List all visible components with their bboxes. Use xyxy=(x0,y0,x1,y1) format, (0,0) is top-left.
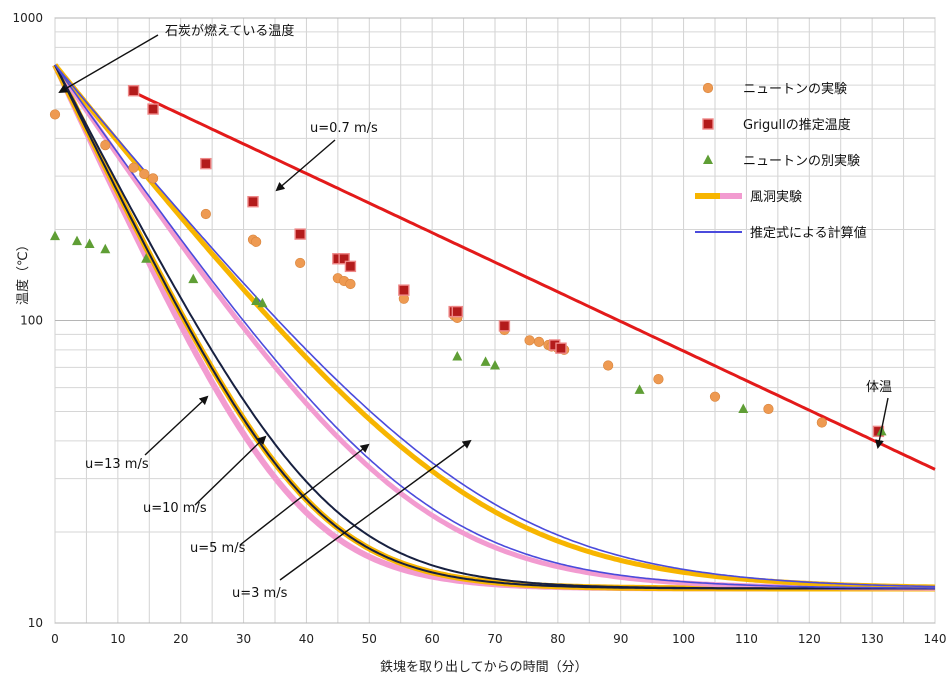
x-tick-label: 30 xyxy=(236,632,251,646)
data-point-triangle xyxy=(452,351,463,361)
annotation-u-3: u=3 m/s xyxy=(232,586,288,601)
annotation-arrow xyxy=(58,34,159,94)
x-tick-label: 50 xyxy=(362,632,377,646)
y-axis-title: 温度（℃） xyxy=(15,238,31,305)
data-point-square xyxy=(147,103,159,115)
curve-fit-u0-7 xyxy=(129,89,936,471)
legend: ニュートンの実験 Grigullの推定温度ニュートンの別実験風洞実験推定式による計… xyxy=(695,81,867,241)
y-tick-label: 10 xyxy=(28,616,43,630)
legend-label: ニュートンの実験 xyxy=(743,81,847,97)
data-point-triangle xyxy=(188,273,199,284)
x-tick-label: 40 xyxy=(299,632,314,646)
x-tick-label: 120 xyxy=(798,632,821,646)
annotation-arrow xyxy=(239,443,370,546)
data-point-circle xyxy=(128,162,139,173)
curve-tunnel-u3 xyxy=(53,63,936,590)
x-tick-label: 0 xyxy=(51,632,59,646)
data-point-square xyxy=(555,342,567,354)
annotation-arrow xyxy=(194,435,267,506)
data-point-square xyxy=(451,305,463,318)
data-point-square xyxy=(338,253,350,265)
data-point-circle xyxy=(653,374,664,385)
legend-swatch-square xyxy=(702,118,714,130)
x-tick-label: 70 xyxy=(487,632,502,646)
annotation-arrow xyxy=(874,397,889,449)
data-point-triangle xyxy=(738,403,749,413)
legend-label: 推定式による計算値 xyxy=(750,225,867,241)
curves xyxy=(52,63,936,592)
data-point-square xyxy=(398,284,410,296)
data-point-circle xyxy=(295,257,306,269)
annotations: 石炭が燃えている温度 u=0.7 m/s 体温 u=13 m/s u=10 m/… xyxy=(58,23,892,601)
annotation-u-10: u=10 m/s xyxy=(143,501,207,516)
data-point-circle xyxy=(147,173,159,184)
data-point-circle xyxy=(524,335,535,346)
x-tick-label: 110 xyxy=(735,632,758,646)
data-point-triangle xyxy=(251,295,262,306)
data-point-circle xyxy=(763,403,774,415)
x-tick-label: 10 xyxy=(110,632,125,646)
x-tick-label: 90 xyxy=(613,632,628,646)
x-tick-label: 80 xyxy=(550,632,565,646)
data-point-triangle xyxy=(100,243,111,254)
annotation-arrow xyxy=(144,395,209,456)
data-point-square xyxy=(200,157,212,170)
legend-swatch-circle xyxy=(702,82,714,94)
annotation-body-temp: 体温 xyxy=(866,380,892,395)
data-point-circle xyxy=(200,208,211,220)
curve-calc-u5 xyxy=(54,64,935,589)
grid xyxy=(54,17,936,624)
data-point-circle xyxy=(100,140,111,151)
data-point-circle xyxy=(709,391,721,402)
data-point-triangle xyxy=(257,297,268,308)
data-point-circle xyxy=(251,236,262,247)
data-point-triangle xyxy=(634,384,645,394)
data-point-triangle xyxy=(141,253,152,263)
annotation-u-0-7: u=0.7 m/s xyxy=(310,121,378,136)
y-tick-label: 1000 xyxy=(12,11,43,25)
curve-calc-u3 xyxy=(54,64,935,588)
legend-label: 風洞実験 xyxy=(750,189,802,205)
data-point-circle xyxy=(603,360,614,371)
data-point-triangle xyxy=(50,230,60,241)
x-tick-label: 140 xyxy=(924,632,947,646)
annotation-u-13: u=13 m/s xyxy=(85,457,149,472)
data-point-circle xyxy=(533,336,545,347)
legend-label: ニュートンの別実験 xyxy=(743,153,860,169)
data-point-square xyxy=(498,320,511,332)
legend-label: Grigullの推定温度 xyxy=(743,117,851,133)
data-point-triangle xyxy=(480,356,491,366)
annotation-coal-temp: 石炭が燃えている温度 xyxy=(165,23,294,39)
axes: 0 10 20 30 40 50 60 70 80 90 100 110 120 130 140 10 100 1… xyxy=(12,11,946,646)
x-tick-label: 20 xyxy=(173,632,188,646)
curve-calc-u10 xyxy=(54,64,935,590)
data-point-square xyxy=(344,260,357,273)
y-tick-label: 100 xyxy=(20,314,43,328)
x-axis-title: 鉄塊を取り出してからの時間（分） xyxy=(380,659,588,675)
data-point-square xyxy=(294,228,306,240)
data-point-circle xyxy=(345,278,356,290)
annotation-u-5: u=5 m/s xyxy=(190,541,246,556)
annotation-arrow xyxy=(275,139,336,192)
data-point-triangle xyxy=(84,238,95,249)
data-point-circle xyxy=(139,168,150,180)
x-tick-label: 100 xyxy=(672,632,695,646)
data-point-triangle xyxy=(72,235,82,246)
annotation-arrow xyxy=(279,439,472,581)
x-tick-label: 60 xyxy=(425,632,440,646)
data-point-triangle xyxy=(490,359,500,370)
legend-swatch-triangle xyxy=(703,154,713,164)
data-point-square xyxy=(127,85,140,97)
data-point-circle xyxy=(816,417,827,428)
data-point-circle xyxy=(49,109,61,120)
data-point-square xyxy=(247,196,259,208)
x-tick-label: 130 xyxy=(861,632,884,646)
